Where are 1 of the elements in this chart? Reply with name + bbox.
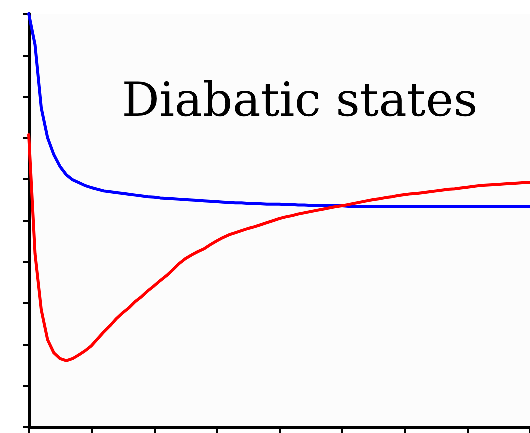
text: Diabatic states	[122, 73, 478, 128]
